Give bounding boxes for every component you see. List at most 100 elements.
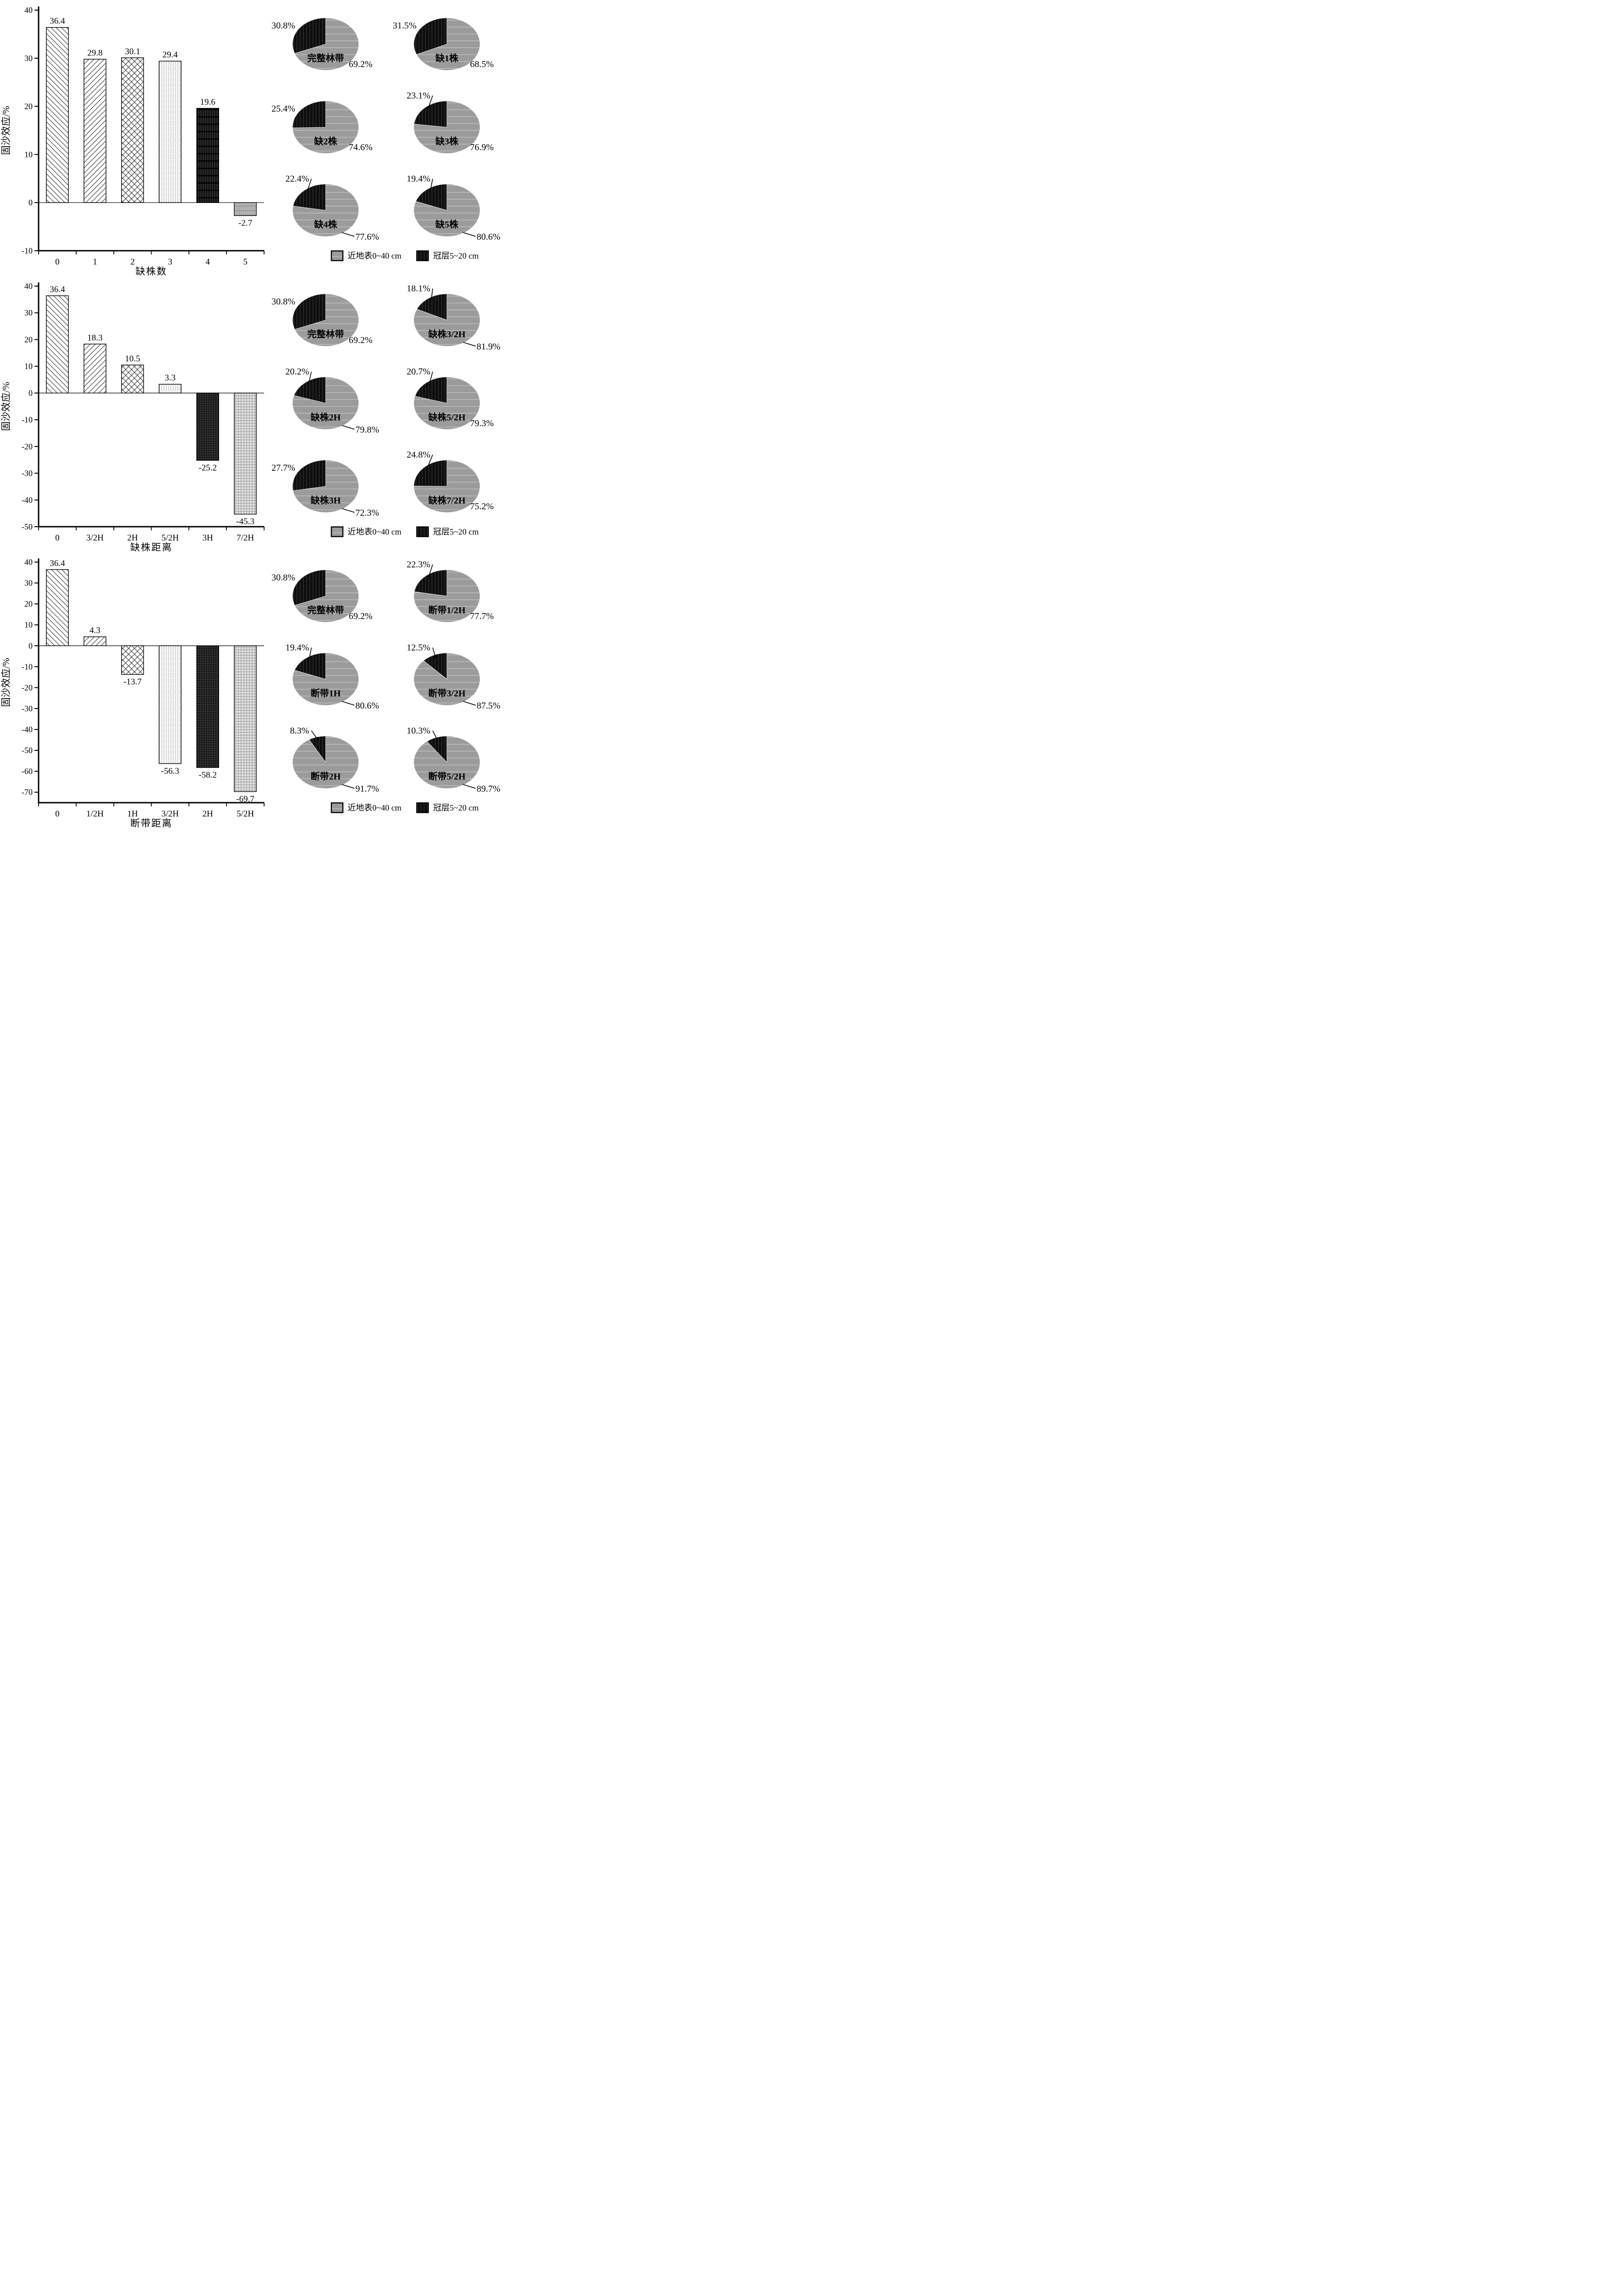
canopy-swatch-icon: [416, 526, 429, 537]
leader-line: [308, 371, 312, 385]
pie-surface-pct: 69.2%: [349, 611, 372, 621]
pie-canopy-pct: 20.2%: [285, 366, 309, 377]
slice-near-surface: [413, 460, 480, 513]
bar-value-label: -58.2: [198, 771, 217, 780]
pie-surface-pct: 72.3%: [355, 508, 379, 518]
y-tick-label: 40: [24, 557, 33, 567]
bar-1/2H: [84, 636, 107, 646]
leader-line: [427, 96, 433, 110]
x-tick-label: 3/2H: [86, 533, 104, 543]
slice-near-surface: [413, 101, 480, 154]
bar-3: [158, 61, 182, 203]
pie-title: 完整林带: [307, 604, 344, 615]
bar-chart-missing-plant-count-wrap: 40 30 20 10 0 -10 36.4 0 29.8 1 30.1 2 29.4 3 19.6 4 -2.…: [0, 0, 270, 276]
pie-group-broken-belt-distance-wrap: 完整林带 30.8% 69.2% 断带1/2H 22.3% 77.7% 断带1H 19.4% 8…: [270, 552, 540, 828]
pie-canopy-pct: 31.5%: [393, 21, 417, 31]
pie-断带3/2H: 断带3/2H 12.5% 87.5%: [406, 642, 500, 711]
pie-title: 断带3/2H: [428, 687, 466, 698]
leader-line: [432, 730, 438, 741]
pie-断带1/2H: 断带1/2H 22.3% 77.7%: [406, 559, 494, 623]
pie-断带2H: 断带2H 8.3% 91.7%: [290, 726, 379, 794]
pie-title: 缺株2H: [310, 411, 341, 422]
slice-near-surface: [294, 293, 359, 347]
y-tick-label: 20: [24, 335, 33, 344]
x-tick-label: 1/2H: [86, 809, 104, 819]
y-axis-title: 固沙效应/%: [0, 106, 11, 155]
bar-value-label: -13.7: [124, 677, 142, 687]
bar-2H: [196, 645, 219, 768]
pie-title: 断带5/2H: [428, 771, 466, 782]
leader-line: [463, 232, 476, 237]
figure: 40 30 20 10 0 -10 36.4 0 29.8 1 30.1 2 29.4 3 19.6 4 -2.…: [0, 0, 540, 828]
slice-canopy: [415, 377, 447, 404]
pie-完整林带: 完整林带 30.8% 69.2%: [271, 293, 372, 347]
pie-canopy-pct: 30.8%: [271, 21, 295, 31]
x-tick-label: 1: [93, 257, 97, 267]
y-tick-label: 0: [28, 388, 33, 398]
leader-line: [306, 179, 312, 193]
bar-value-label: 36.4: [50, 17, 65, 26]
leader-line: [426, 454, 433, 470]
bar-5/2H: [158, 383, 182, 394]
pie-缺株2H: 缺株2H 20.2% 79.8%: [285, 366, 379, 435]
bar-chart-missing-plant-count: 40 30 20 10 0 -10 36.4 0 29.8 1 30.1 2 29.4 3 19.6 4 -2.…: [0, 6, 265, 276]
y-tick-label: -10: [22, 415, 33, 424]
bar-chart-broken-belt-distance-wrap: 40 30 20 10 0 -10 -20 -30 -40 -50 -60 -70 36.4 0 4.3 1/…: [0, 552, 270, 828]
x-tick-label: 0: [55, 533, 60, 543]
slice-canopy: [415, 184, 447, 211]
y-tick-label: 10: [24, 620, 33, 630]
pie-缺株7/2H: 缺株7/2H 24.8% 75.2%: [406, 450, 494, 513]
bar-3/2H: [84, 343, 107, 394]
pie-title: 缺株3H: [310, 495, 341, 506]
pie-title: 完整林带: [307, 52, 344, 63]
pie-完整林带: 完整林带 30.8% 69.2%: [271, 569, 372, 623]
pie-title: 断带2H: [310, 771, 341, 782]
pie-surface-pct: 79.8%: [355, 425, 379, 435]
bar-value-label: 30.1: [125, 47, 140, 56]
y-tick-label: 30: [24, 579, 33, 588]
y-tick-label: 40: [24, 6, 33, 15]
pie-canopy-pct: 8.3%: [290, 726, 309, 736]
bar-value-label: 36.4: [50, 285, 65, 294]
x-axis-title: 缺株数: [135, 266, 167, 276]
y-axis-title: 固沙效应/%: [0, 658, 11, 707]
legend-label-near-surface: 近地表0~40 cm: [347, 251, 401, 260]
pie-canopy-pct: 22.3%: [406, 559, 430, 569]
pie-缺3株: 缺3株 23.1% 76.9%: [406, 90, 494, 154]
bar-1: [84, 59, 107, 203]
y-tick-label: 30: [24, 308, 33, 317]
x-tick-label: 0: [55, 257, 60, 267]
leader-line: [342, 232, 355, 237]
leader-line: [463, 342, 476, 347]
near-surface-swatch-icon: [331, 526, 344, 537]
bar-5/2H: [234, 645, 257, 792]
pie-缺株5/2H: 缺株5/2H 20.7% 79.3%: [406, 366, 494, 430]
slice-canopy: [413, 17, 447, 55]
leader-line: [308, 647, 312, 661]
pie-canopy-pct: 19.4%: [406, 174, 430, 184]
slice-canopy: [293, 184, 326, 211]
x-tick-label: 5: [243, 257, 248, 267]
leader-line: [432, 647, 436, 658]
legend-label-canopy: 冠层5~20 cm: [433, 527, 479, 536]
y-tick-label: -40: [22, 495, 33, 505]
bar-1H: [121, 645, 144, 675]
leader-line: [342, 701, 355, 706]
y-tick-label: 10: [24, 362, 33, 371]
leader-line: [431, 288, 433, 301]
y-tick-label: 40: [24, 281, 33, 291]
pie-canopy-pct: 19.4%: [285, 642, 309, 653]
slice-canopy: [417, 293, 447, 321]
pie-group-missing-plant-distance-wrap: 完整林带 30.8% 69.2% 缺株3/2H 18.1% 81.9% 缺株2H 20.2% 7…: [270, 276, 540, 552]
pie-group-missing-plant-distance: 完整林带 30.8% 69.2% 缺株3/2H 18.1% 81.9% 缺株2H 20.2% 7…: [271, 283, 500, 518]
bar-value-label: -2.7: [238, 219, 252, 228]
x-tick-label: 0: [55, 809, 60, 819]
pie-title: 缺3株: [435, 135, 459, 146]
bar-chart-missing-plant-distance: 40 30 20 10 0 -10 -20 -30 -40 -50 36.4 0 18.3 3/2H 10.…: [0, 281, 265, 552]
y-tick-label: -50: [22, 522, 33, 531]
y-tick-label: 20: [24, 599, 33, 608]
x-tick-label: 7/2H: [237, 533, 254, 543]
pie-断带1H: 断带1H 19.4% 80.6%: [285, 642, 379, 711]
pie-title: 断带1H: [310, 687, 341, 698]
bar-value-label: -69.7: [236, 794, 254, 804]
